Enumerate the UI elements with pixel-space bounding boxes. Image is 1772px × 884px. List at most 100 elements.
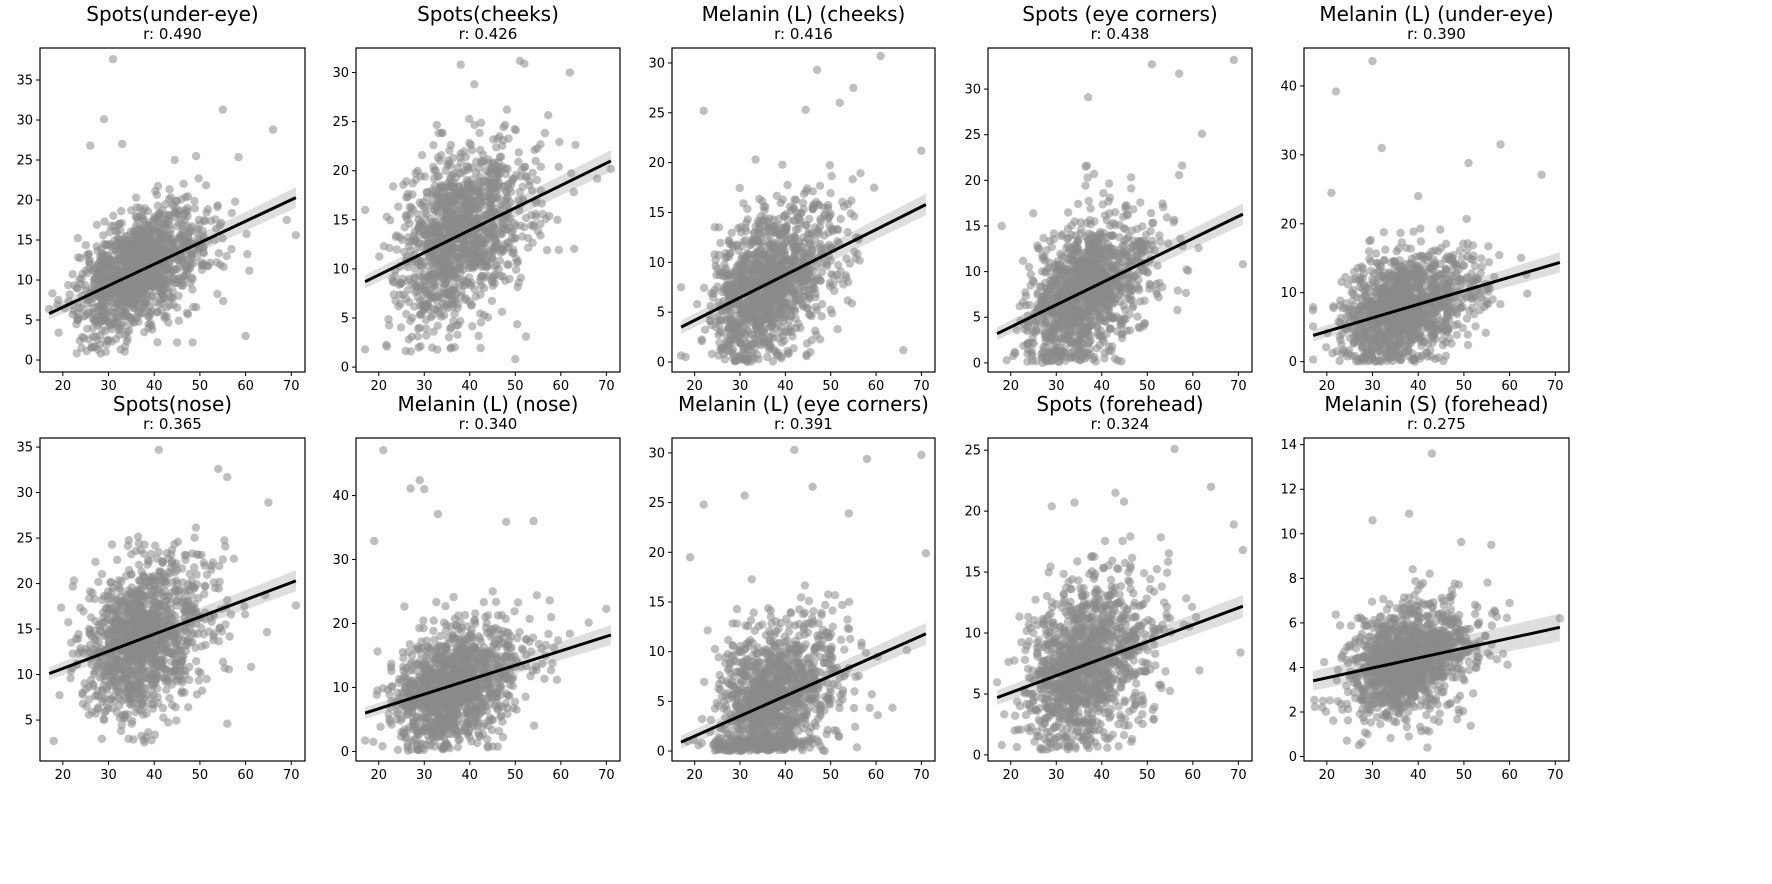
data-point — [1197, 129, 1207, 138]
data-point — [807, 311, 816, 321]
data-point — [146, 238, 156, 247]
data-point — [1122, 247, 1131, 256]
x-tick-label: 50 — [1139, 379, 1156, 394]
point-cloud — [676, 51, 926, 367]
data-point — [1124, 232, 1133, 241]
data-point — [91, 332, 100, 341]
y-tick-label: 20 — [332, 164, 349, 179]
data-point — [771, 313, 780, 322]
data-point — [1047, 351, 1057, 360]
data-point — [1173, 305, 1182, 315]
data-point — [197, 258, 207, 267]
data-point — [1111, 208, 1120, 217]
data-point — [728, 347, 737, 357]
data-point — [1038, 251, 1047, 260]
data-point — [494, 265, 503, 274]
data-point — [1091, 357, 1100, 366]
data-point — [404, 335, 414, 344]
data-point — [1073, 337, 1082, 346]
data-point — [497, 307, 507, 316]
data-point — [511, 221, 520, 230]
x-tick-label: 40 — [1094, 379, 1111, 394]
data-point — [724, 252, 734, 262]
data-point — [1064, 208, 1073, 217]
data-point — [850, 247, 859, 256]
data-point — [1047, 242, 1056, 252]
data-point — [554, 245, 563, 255]
data-point — [1057, 350, 1066, 359]
y-tick-label: 10 — [16, 274, 33, 289]
data-point — [739, 344, 748, 354]
data-point — [807, 228, 816, 237]
data-point — [132, 203, 141, 212]
data-point — [190, 196, 199, 206]
data-point — [847, 299, 857, 308]
data-point — [125, 319, 135, 329]
data-point — [231, 197, 240, 206]
data-point — [555, 137, 564, 147]
data-point — [728, 241, 737, 250]
data-point — [749, 250, 758, 260]
data-point — [193, 225, 203, 234]
data-point — [453, 299, 463, 309]
data-point — [1089, 289, 1099, 298]
plot-frame — [987, 47, 1253, 373]
data-point — [396, 323, 406, 332]
data-point — [1143, 268, 1152, 277]
data-point — [428, 188, 437, 197]
data-point — [1074, 199, 1083, 209]
data-point — [1077, 261, 1086, 271]
data-point — [815, 181, 825, 190]
data-point — [1177, 161, 1187, 170]
data-point — [457, 213, 467, 222]
data-point — [749, 354, 758, 364]
data-point — [751, 155, 760, 164]
data-point — [1087, 320, 1097, 330]
data-point — [1126, 173, 1136, 182]
y-tick-label: 5 — [973, 311, 981, 326]
data-point — [222, 251, 231, 261]
data-point — [720, 260, 729, 269]
data-point — [162, 214, 171, 223]
data-point — [54, 328, 63, 337]
chart-panel: Spots(cheeks) r: 0.426 — [356, 2, 620, 46]
data-point — [681, 352, 690, 362]
data-point — [734, 322, 743, 331]
data-point — [716, 238, 725, 248]
data-point — [138, 283, 147, 292]
data-point — [1184, 266, 1193, 275]
data-point — [1075, 356, 1085, 365]
data-point — [593, 174, 602, 183]
chart-title: Melanin (L) (under-eye) — [1319, 2, 1554, 26]
x-tick-label: 40 — [146, 379, 163, 394]
data-point — [103, 309, 112, 318]
data-point — [1181, 288, 1191, 298]
data-point — [92, 220, 102, 229]
data-point — [779, 317, 789, 326]
data-point — [1023, 357, 1032, 366]
data-point — [843, 227, 852, 237]
data-point — [774, 237, 784, 246]
data-point — [512, 258, 522, 267]
data-point — [1170, 215, 1179, 225]
data-point — [1129, 205, 1138, 214]
data-point — [113, 282, 122, 291]
data-point — [1085, 279, 1094, 288]
data-point — [848, 175, 857, 184]
data-point — [474, 331, 483, 341]
data-point — [153, 338, 162, 347]
data-point — [802, 339, 812, 348]
data-point — [191, 151, 201, 161]
data-point — [745, 259, 755, 269]
data-point — [165, 278, 175, 288]
data-point — [445, 182, 454, 192]
data-point — [737, 254, 746, 263]
x-tick-label: 60 — [1185, 379, 1202, 394]
x-tick-label: 70 — [913, 379, 930, 394]
data-point — [1066, 265, 1075, 274]
data-point — [826, 189, 835, 198]
data-point — [514, 278, 523, 287]
data-point — [1104, 179, 1114, 188]
data-point — [536, 162, 545, 171]
data-point — [432, 120, 441, 130]
